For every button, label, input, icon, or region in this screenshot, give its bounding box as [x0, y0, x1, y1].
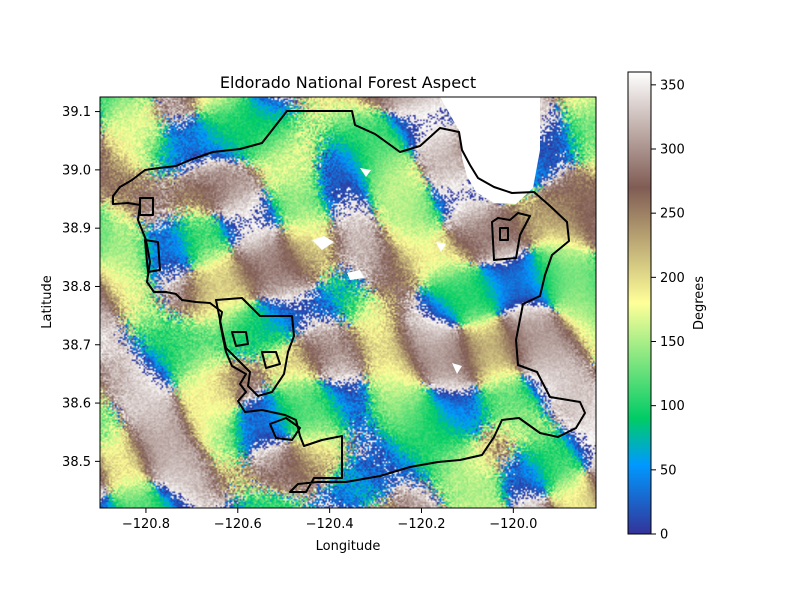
x-tick-label: −120.8 — [122, 517, 170, 532]
lake-area — [452, 363, 462, 374]
forest-boundary-line — [269, 417, 301, 441]
colorbar-tick-label: 0 — [660, 528, 668, 543]
colorbar-tick-label: 100 — [660, 399, 685, 414]
plot-frame — [99, 96, 597, 509]
x-tick-label: −120.6 — [214, 517, 262, 532]
colorbar-tick-label: 300 — [660, 143, 685, 158]
x-axis-label: Longitude — [316, 539, 381, 554]
forest-boundary-line — [491, 212, 531, 261]
map-title: Eldorado National Forest Aspect — [220, 73, 476, 92]
y-axis-ticks: 38.5 38.6 38.7 38.8 38.9 39.0 39.1 — [62, 105, 100, 470]
lake-area — [440, 97, 540, 204]
x-tick-label: −120.2 — [397, 517, 445, 532]
y-tick-label: 39.0 — [62, 163, 91, 178]
x-tick-label: −120.4 — [306, 517, 354, 532]
colorbar-gradient — [627, 71, 652, 535]
y-axis-label: Latitude — [40, 275, 55, 329]
colorbar-tick-label: 250 — [660, 207, 685, 222]
y-tick-label: 38.7 — [62, 338, 91, 353]
y-tick-label: 38.5 — [62, 455, 91, 470]
forest-boundary-line — [215, 297, 295, 397]
colorbar-label: Degrees — [692, 276, 707, 330]
forest-boundary-line — [261, 351, 281, 369]
x-axis-ticks: −120.8 −120.6 −120.4 −120.2 −120.0 — [122, 508, 537, 532]
y-tick-label: 39.1 — [62, 105, 91, 120]
colorbar-tick-label: 200 — [660, 271, 685, 286]
colorbar-ticks: 0 50 100 150 200 250 300 350 — [651, 78, 685, 543]
lake-area — [312, 236, 334, 250]
colorbar-tick-label: 50 — [660, 463, 677, 478]
y-tick-label: 38.6 — [62, 397, 91, 412]
y-tick-label: 38.9 — [62, 222, 91, 237]
map-axes: −120.8 −120.6 −120.4 −120.2 −120.0 38.538.63… — [62, 96, 597, 532]
lake-area — [347, 270, 364, 280]
x-tick-label: −120.0 — [489, 517, 537, 532]
forest-boundary — [112, 110, 586, 493]
y-tick-label: 38.8 — [62, 280, 91, 295]
lake-area — [360, 168, 371, 177]
forest-boundary-line — [112, 110, 586, 493]
forest-boundary-line — [499, 227, 509, 241]
forest-boundary-line — [144, 239, 161, 273]
colorbar: 0 50 100 150 200 250 300 350 Degrees — [627, 71, 707, 543]
forest-boundary-line — [139, 197, 154, 216]
lake-area — [436, 242, 446, 252]
colorbar-tick-label: 150 — [660, 335, 685, 350]
lake-areas — [312, 97, 540, 374]
colorbar-tick-label: 350 — [660, 78, 685, 93]
forest-boundary-line — [231, 331, 249, 347]
